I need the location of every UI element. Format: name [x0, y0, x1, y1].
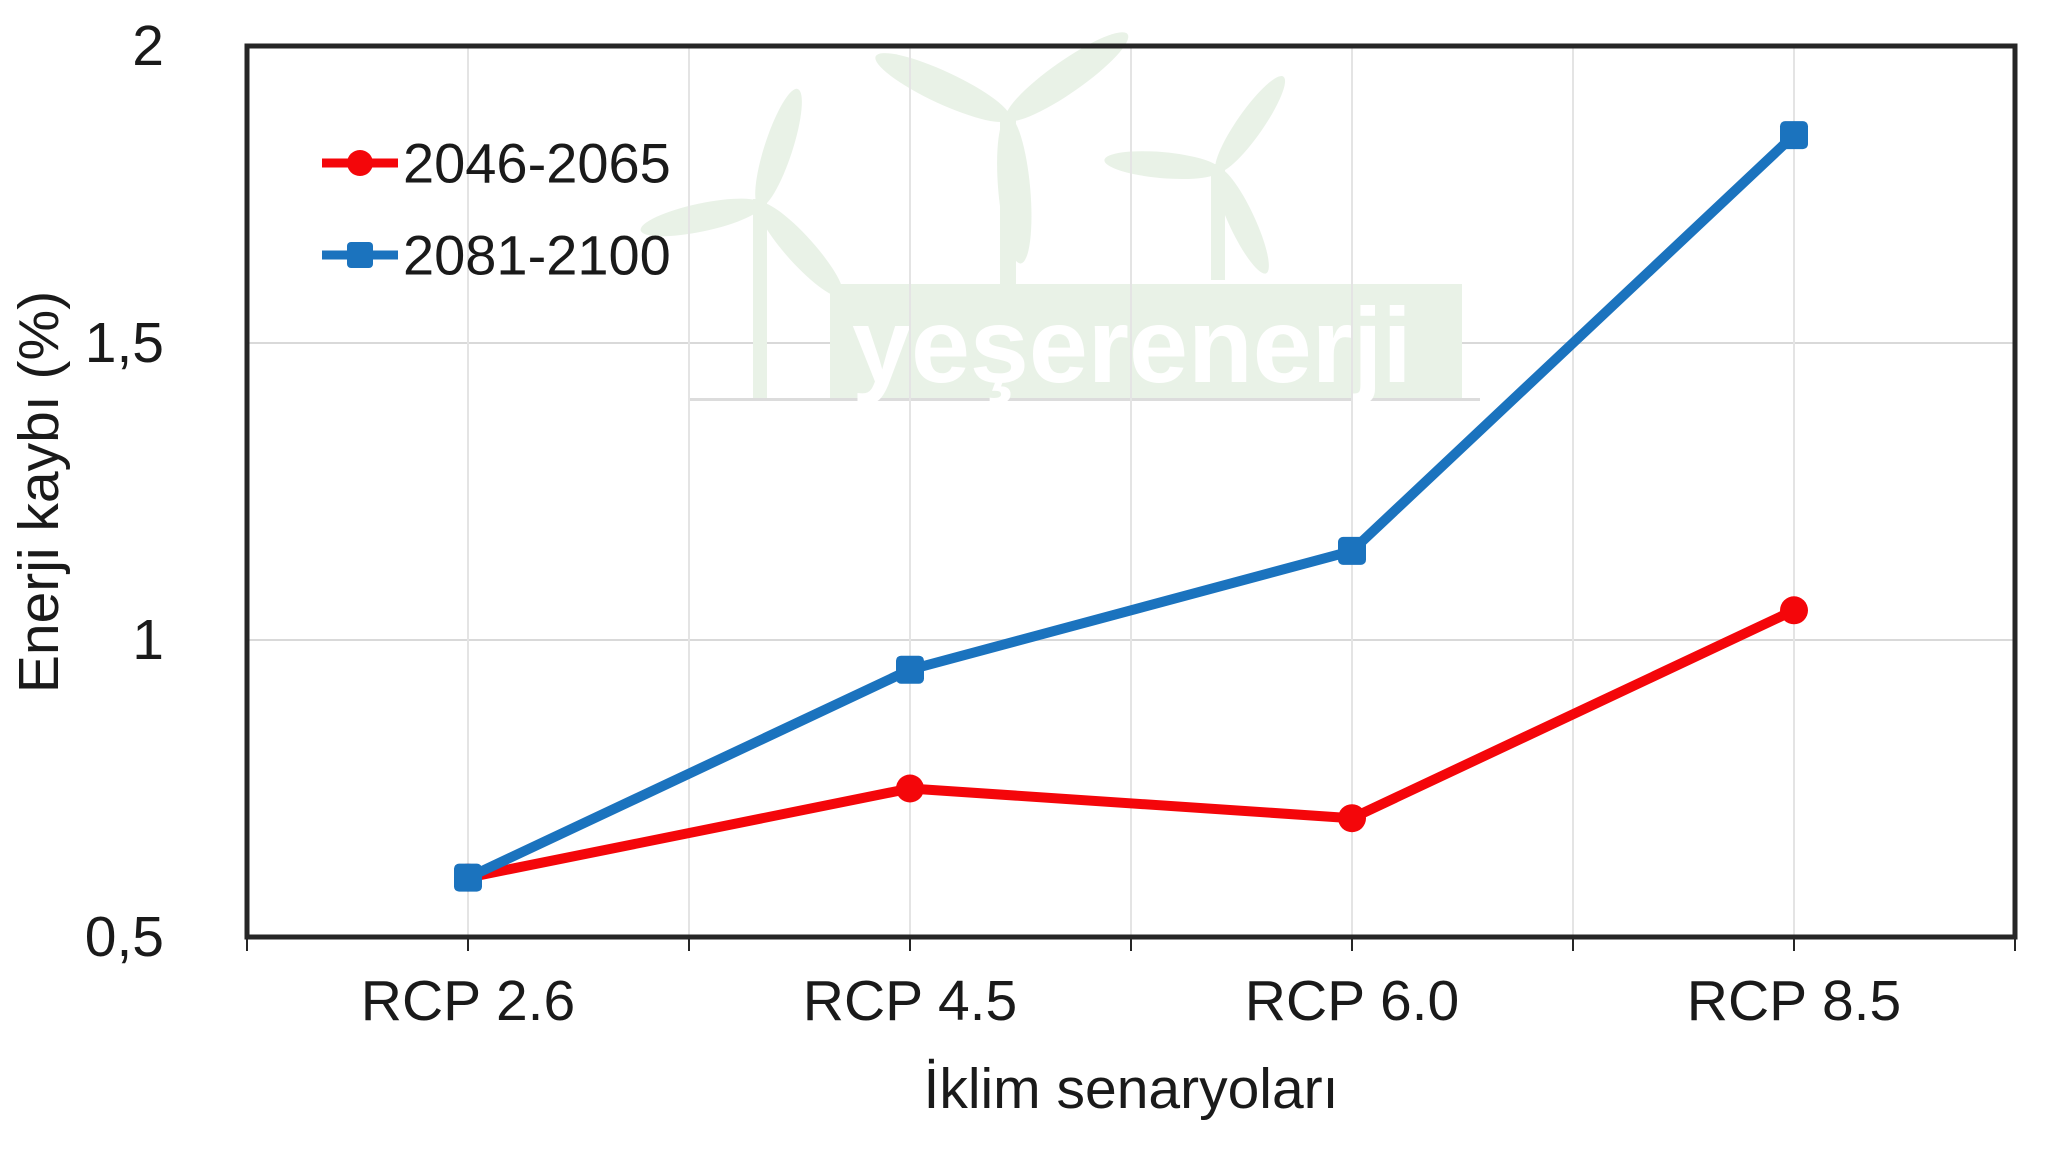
- series-line: [463, 130, 1799, 883]
- y-tick-label: 1: [132, 608, 164, 672]
- watermark-logo: yeşerenerji: [640, 32, 1480, 405]
- legend-entry: 2046-2065: [322, 132, 671, 195]
- legend: 2046-2065 2081-2100: [322, 132, 671, 287]
- x-tick-label: RCP 2.6: [361, 969, 575, 1033]
- legend-label: 2046-2065: [403, 132, 671, 195]
- x-axis-ticks: [246, 937, 2016, 951]
- watermark-band: [830, 284, 1462, 400]
- y-axis-tick-labels: 0,5 1 1,5 2: [85, 14, 164, 969]
- y-tick-label: 0,5: [85, 905, 164, 969]
- legend-marker-square: [347, 242, 373, 268]
- x-axis-tick-labels: RCP 2.6 RCP 4.5 RCP 6.0 RCP 8.5: [361, 969, 1901, 1033]
- data-point-circle: [1780, 596, 1808, 625]
- data-point-square: [1780, 121, 1808, 150]
- legend-label: 2081-2100: [403, 224, 671, 287]
- x-tick-label: RCP 8.5: [1687, 969, 1901, 1033]
- watermark-ground-line: [690, 398, 1480, 401]
- series-2081-2100: [454, 121, 1808, 892]
- data-point-square: [896, 655, 924, 684]
- series-line: [463, 605, 1799, 883]
- x-tick-label: RCP 4.5: [803, 969, 1017, 1033]
- series-2046-2065: [454, 596, 1808, 892]
- data-point-circle: [1338, 804, 1366, 833]
- x-axis-title: İklim senaryoları: [924, 1057, 1339, 1121]
- legend-entry: 2081-2100: [322, 224, 671, 287]
- y-tick-label: 2: [132, 14, 164, 78]
- data-point-square: [1338, 536, 1366, 565]
- data-point-square: [454, 863, 482, 892]
- y-tick-label: 1,5: [85, 311, 164, 375]
- legend-marker-circle: [347, 150, 373, 176]
- x-tick-label: RCP 6.0: [1245, 969, 1459, 1033]
- y-axis-title: Enerji kaybı (%): [7, 291, 71, 693]
- data-point-circle: [896, 774, 924, 803]
- data-series: [454, 121, 1808, 892]
